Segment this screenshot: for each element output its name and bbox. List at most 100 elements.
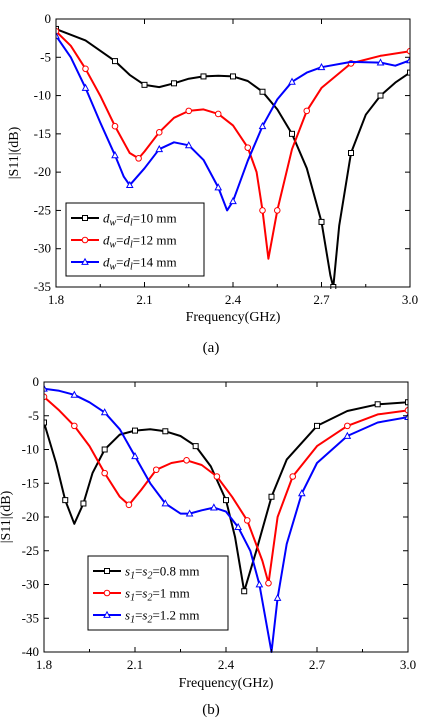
y-tick-label: -10	[22, 442, 39, 457]
data-point	[71, 422, 78, 430]
data-point	[289, 130, 295, 137]
data-point	[223, 497, 229, 504]
data-point	[377, 92, 384, 99]
panel-label: (a)	[203, 340, 220, 356]
legend-label: s1=s2=0.8 mm	[125, 564, 200, 582]
data-point	[344, 422, 351, 430]
data-point	[162, 428, 169, 435]
data-point	[56, 31, 60, 39]
data-point	[141, 81, 148, 88]
data-point	[131, 451, 139, 460]
data-point	[111, 122, 119, 130]
data-point	[303, 107, 311, 115]
data-point	[125, 180, 134, 189]
data-point	[234, 522, 242, 531]
y-tick-label: -15	[22, 475, 39, 490]
data-point	[318, 218, 325, 225]
data-point	[183, 457, 190, 464]
data-point	[259, 88, 266, 95]
legend-marker	[103, 610, 111, 618]
legend-entry-1: s1=s2=0.8 mm	[93, 564, 200, 582]
data-point	[155, 144, 164, 153]
data-point	[184, 141, 193, 149]
series-line	[44, 396, 408, 585]
data-point	[185, 107, 193, 115]
data-point	[404, 407, 408, 414]
data-point	[62, 497, 69, 504]
legend-label: s1=s2=1.2 mm	[125, 608, 200, 626]
panel-label: (b)	[202, 702, 220, 718]
x-axis-label: Frequency(GHz)	[186, 310, 281, 325]
data-point	[404, 412, 408, 420]
data-point	[101, 469, 108, 477]
data-point	[273, 593, 282, 601]
data-point	[111, 151, 119, 159]
data-point	[258, 121, 267, 130]
series-line	[44, 401, 408, 593]
data-point	[348, 150, 354, 156]
data-point	[343, 431, 352, 439]
data-point	[210, 503, 218, 511]
legend-label: dw=dl=10 mm	[103, 211, 177, 229]
legend-entry-2: dw=dl=12 mm	[71, 233, 177, 251]
data-point	[44, 419, 47, 426]
data-point	[255, 580, 264, 588]
legend-entry-1: dw=dl=10 mm	[71, 211, 177, 229]
y-axis-label: |S11|(dB)	[0, 490, 14, 543]
y-tick-label: -10	[34, 88, 51, 103]
legend: dw=dl=10 mm dw=dl=12 mm dw=dl=14 mm	[65, 202, 205, 277]
data-point	[213, 473, 221, 480]
chart-panel-a: 1.8 2.1 2.4 2.7 3.0 0 -5 -10 -15 -20 -25 -30 -35 Freq…	[7, 11, 418, 356]
data-point	[265, 579, 272, 587]
y-tick-label: -5	[40, 49, 51, 64]
y-tick-label: -5	[28, 408, 39, 423]
x-tick-label: 3.0	[400, 657, 416, 672]
data-point	[185, 509, 194, 517]
x-tick-label: 1.8	[48, 292, 64, 307]
y-tick-label: -30	[34, 241, 51, 256]
x-tick-label: 1.8	[36, 657, 52, 672]
series-2	[44, 393, 408, 587]
series-1	[56, 25, 410, 289]
data-point	[243, 517, 251, 524]
legend-label: s1=s2=1 mm	[125, 586, 190, 604]
data-point	[214, 183, 223, 191]
y-tick-label: -20	[22, 509, 39, 524]
data-point	[161, 499, 170, 507]
series-1	[44, 399, 408, 595]
data-point	[125, 501, 133, 509]
x-tick-label: 2.7	[309, 657, 326, 672]
data-point	[100, 408, 109, 416]
data-point	[80, 500, 87, 507]
data-point	[259, 207, 266, 214]
data-point	[241, 588, 248, 595]
data-point	[289, 473, 297, 480]
data-point	[155, 129, 163, 136]
data-point	[317, 62, 326, 71]
data-point	[135, 155, 142, 162]
chart-panel-b: 1.8 2.1 2.4 2.7 3.0 0 -5 -10 -15 -20 -25 -30 -35 -40 F…	[0, 374, 416, 718]
data-point	[374, 401, 381, 408]
data-point	[376, 58, 385, 66]
data-point	[405, 399, 408, 406]
data-point	[406, 56, 410, 64]
y-tick-label: -25	[22, 543, 39, 558]
data-point	[101, 446, 108, 453]
y-tick-label: 0	[33, 374, 40, 389]
series-3	[44, 384, 408, 653]
legend-label: dw=dl=14 mm	[103, 255, 177, 273]
data-point	[314, 422, 320, 429]
y-tick-label: -15	[34, 126, 51, 141]
legend-entry-3: s1=s2=1.2 mm	[93, 608, 200, 626]
data-point	[152, 466, 160, 474]
data-point	[132, 427, 138, 434]
x-tick-label: 2.4	[218, 657, 235, 672]
legend-marker	[103, 589, 111, 597]
data-point	[200, 73, 207, 80]
data-point	[297, 489, 306, 497]
x-tick-label: 2.1	[127, 657, 143, 672]
x-tick-label: 3.0	[402, 292, 418, 307]
series-3	[56, 31, 410, 212]
data-point	[268, 493, 275, 500]
data-point	[406, 47, 410, 55]
